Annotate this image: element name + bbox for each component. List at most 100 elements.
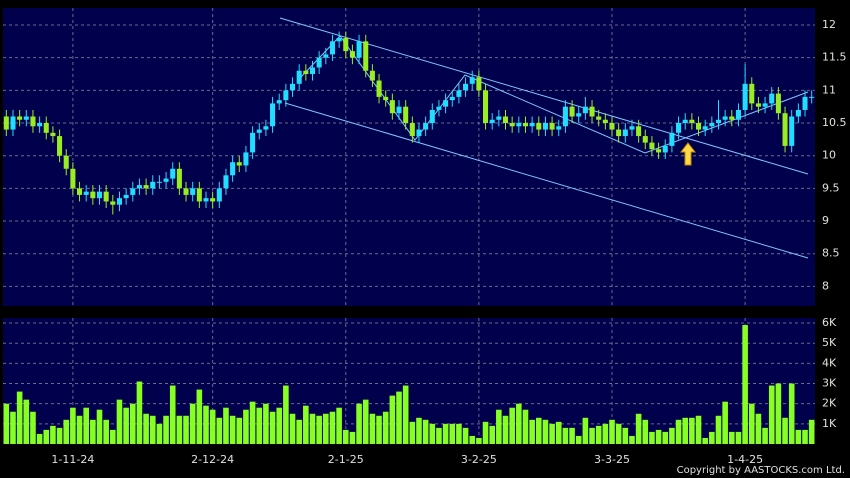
volume-bar <box>223 407 229 444</box>
candle-body <box>542 123 548 130</box>
y-tick-label: 11.5 <box>822 51 847 64</box>
candle-body <box>163 178 169 182</box>
volume-bar <box>116 399 123 444</box>
x-tick-label: 3-2-25 <box>461 453 497 466</box>
candle-body <box>629 126 635 130</box>
volume-bar <box>589 427 595 444</box>
candle-body <box>376 80 382 97</box>
candle-body <box>456 90 462 97</box>
candle-body <box>695 123 702 130</box>
volume-bar <box>269 411 276 444</box>
candle-body <box>735 109 741 120</box>
volume-bar <box>788 383 795 444</box>
candle-body <box>389 100 395 114</box>
candle-body <box>190 188 196 195</box>
volume-bar <box>123 407 129 444</box>
candle-body <box>702 126 708 130</box>
x-tick-label: 2-12-24 <box>191 453 234 466</box>
volume-bar <box>276 407 283 444</box>
volume-bar <box>336 407 342 444</box>
volume-bar <box>76 415 83 444</box>
candle-body <box>283 90 289 101</box>
candle-body <box>509 123 515 127</box>
y-tick-label: 9.5 <box>822 181 840 194</box>
volume-bar <box>136 381 143 444</box>
volume-bar <box>43 429 50 444</box>
volume-bar <box>196 389 203 444</box>
candle-body <box>529 123 535 127</box>
candle-body <box>143 185 149 189</box>
candle-body <box>715 119 722 124</box>
candle-body <box>57 136 63 156</box>
y-tick-label: 6K <box>822 316 837 329</box>
volume-bar <box>702 437 708 444</box>
candle-body <box>3 116 9 130</box>
candle-body <box>276 100 282 104</box>
volume-bar <box>569 427 575 444</box>
candle-body <box>562 106 568 127</box>
volume-bar <box>496 409 502 444</box>
volume-bar <box>622 427 629 444</box>
volume-bar <box>329 411 336 444</box>
candle-body <box>795 109 801 117</box>
volume-bar <box>748 403 755 444</box>
candle-body <box>662 145 668 153</box>
volume-bar <box>30 411 36 444</box>
volume-bar <box>542 419 549 444</box>
x-tick-label: 3-3-25 <box>594 453 630 466</box>
candle-body <box>383 96 389 101</box>
y-tick-label: 10 <box>822 149 836 162</box>
candle-body <box>83 191 89 195</box>
candle-body <box>669 132 675 146</box>
candle-body <box>616 129 622 137</box>
candle-body <box>296 70 302 84</box>
candle-body <box>569 106 575 117</box>
volume-bar <box>176 415 183 444</box>
candle-body <box>489 119 495 124</box>
candle-body <box>409 123 415 137</box>
candle-body <box>682 119 688 124</box>
volume-bar <box>83 407 89 444</box>
volume-bar <box>129 403 136 444</box>
volume-bar <box>389 395 396 444</box>
volume-bar <box>263 403 269 444</box>
volume-bar <box>289 413 296 444</box>
x-tick-label: 1-4-25 <box>727 453 763 466</box>
candle-body <box>722 116 728 120</box>
volume-bar <box>149 415 156 444</box>
volume-bar <box>442 423 449 444</box>
candle-body <box>596 116 602 120</box>
candle-body <box>436 106 442 110</box>
candle-body <box>516 123 522 127</box>
volume-bar <box>709 431 715 444</box>
candle-body <box>502 116 509 124</box>
candle-body <box>423 123 429 130</box>
volume-bar <box>449 423 456 444</box>
volume-bar <box>409 421 416 444</box>
volume-bar <box>16 391 23 444</box>
candle-body <box>103 191 109 202</box>
volume-bar <box>436 427 442 444</box>
volume-bar <box>169 385 176 444</box>
candle-body <box>236 162 242 166</box>
candle-body <box>216 188 222 202</box>
candle-body <box>110 201 116 205</box>
candle-body <box>443 100 449 107</box>
candle-body <box>809 96 815 98</box>
candle-body <box>289 83 296 91</box>
candle-body <box>789 116 795 146</box>
candle-body <box>396 106 402 114</box>
volume-bar <box>382 411 389 444</box>
candle-body <box>17 116 23 120</box>
candle-body <box>10 116 16 130</box>
candle-body <box>230 162 236 176</box>
volume-bar <box>549 423 555 444</box>
trend-line <box>284 102 809 259</box>
candle-body <box>90 191 96 199</box>
volume-bar <box>356 403 362 444</box>
candle-body <box>576 113 582 117</box>
candle-body <box>136 185 142 189</box>
candle-body <box>316 57 322 68</box>
candle-body <box>170 168 176 179</box>
